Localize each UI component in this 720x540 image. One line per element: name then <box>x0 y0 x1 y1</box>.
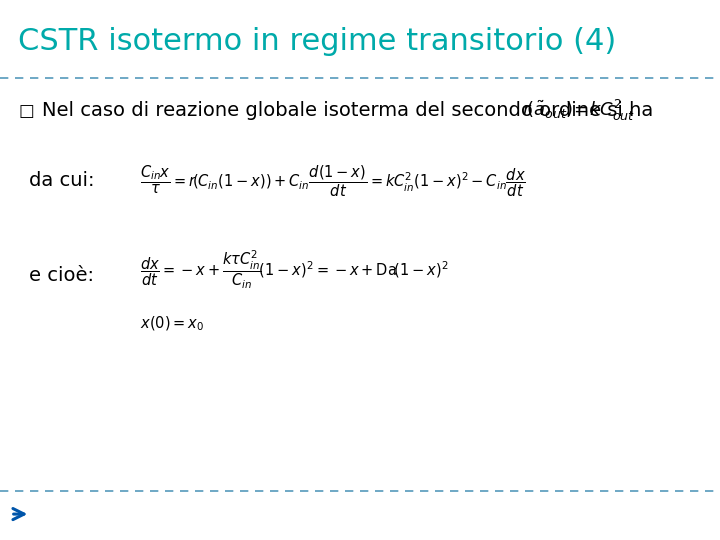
Text: $x(0)=x_0$: $x(0)=x_0$ <box>140 315 204 333</box>
Text: $r\!\left(\tilde{a}_{out}\right)\!=\!kC_{out}^{2}$: $r\!\left(\tilde{a}_{out}\right)\!=\!kC_… <box>522 98 635 123</box>
Text: e cioè:: e cioè: <box>29 266 94 285</box>
Text: da cui:: da cui: <box>29 171 94 191</box>
Text: $\dfrac{C_{in}x}{\tau} = r\!\left(C_{in}(1-x)\right)+C_{in}\dfrac{d(1-x)}{dt}=kC: $\dfrac{C_{in}x}{\tau} = r\!\left(C_{in}… <box>140 163 526 199</box>
Text: Nel caso di reazione globale isoterma del secondo ordine si ha: Nel caso di reazione globale isoterma de… <box>42 101 653 120</box>
Text: $\dfrac{dx}{dt} = -x+\dfrac{k\tau C_{in}^{2}}{C_{in}}\!\left(1-x\right)^{2}=-x+\: $\dfrac{dx}{dt} = -x+\dfrac{k\tau C_{in}… <box>140 249 449 291</box>
Text: CSTR isotermo in regime transitorio (4): CSTR isotermo in regime transitorio (4) <box>18 27 616 56</box>
Text: □: □ <box>18 102 34 120</box>
